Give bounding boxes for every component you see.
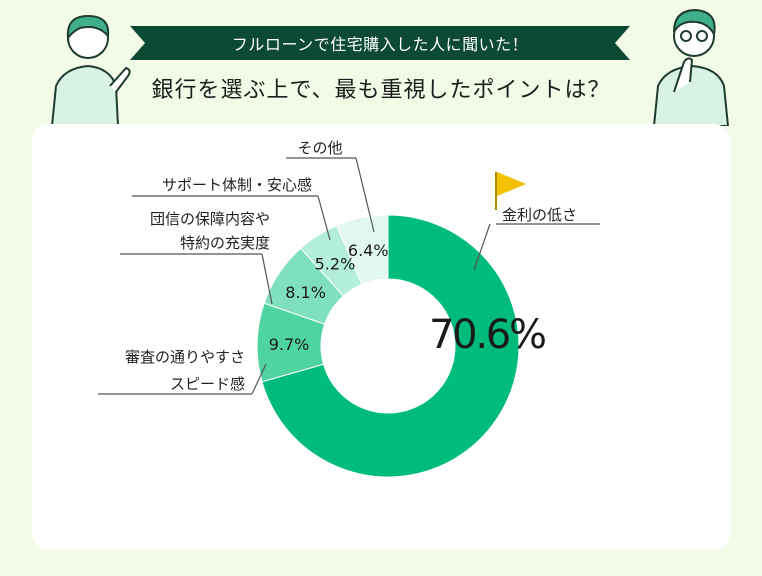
leader-line-insurance (261, 253, 273, 305)
person-left-illustration (50, 14, 131, 126)
value-label-other: 6.4% (348, 241, 389, 260)
leader-line-support (317, 195, 331, 241)
flag-icon (495, 172, 526, 210)
leader-line-low-rate (473, 223, 491, 271)
person-right-illustration (652, 8, 730, 126)
category-label-screening-speed: 審査の通りやすさ (125, 348, 245, 366)
slice-low-rate (261, 214, 520, 478)
leader-line-other (355, 157, 375, 233)
value-label-screening-speed: 9.7% (269, 335, 310, 354)
category-label-insurance: 特約の充実度 (180, 234, 270, 252)
banner-text: フルローンで住宅購入した人に聞いた！ (231, 35, 529, 54)
chart-leader-lines (98, 157, 600, 395)
chart-card (32, 124, 730, 550)
chart-slices (256, 214, 520, 478)
value-label-support: 5.2% (315, 254, 356, 273)
leader-line-screening-speed (251, 363, 267, 395)
question-heading: 銀行を選ぶ上で、最も重視したポイントは？ (151, 78, 611, 103)
value-label-low-rate: 70.6% (429, 312, 547, 358)
category-label-other: その他 (297, 139, 342, 157)
category-label-insurance: 団信の保障内容や (150, 210, 270, 228)
category-label-low-rate: 金利の低さ (502, 206, 577, 224)
title-banner: フルローンで住宅購入した人に聞いた！ (130, 26, 630, 60)
flag-cloth (497, 172, 526, 196)
value-label-insurance: 8.1% (285, 283, 326, 302)
category-label-support: サポート体制・安心感 (162, 176, 312, 194)
category-label-screening-speed: スピード感 (170, 375, 245, 393)
slice-other (336, 214, 389, 285)
